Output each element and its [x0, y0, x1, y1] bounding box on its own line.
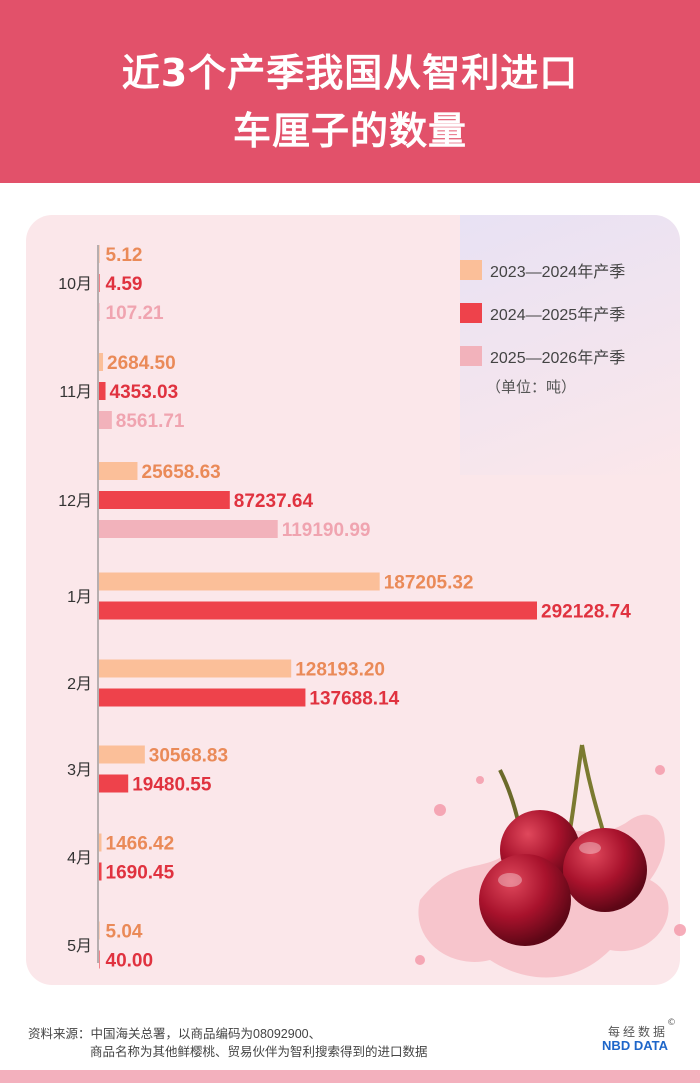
bar-10月-series-3 — [99, 303, 100, 321]
bar-10月-series-2 — [99, 274, 100, 292]
bar-1月-series-1 — [99, 572, 380, 591]
legend-item-2024-2025: 2024—2025年产季 — [460, 301, 625, 325]
value-label-11月-series-3: 8561.71 — [116, 411, 185, 432]
brand-logo-en: NBD DATA — [602, 1038, 668, 1053]
source-line1: 资料来源：中国海关总署，以商品编码为08092900、 — [28, 1027, 322, 1041]
page-title-line2: 车厘子的数量 — [232, 109, 467, 153]
bar-11月-series-2 — [99, 382, 106, 400]
legend-label-2024-2025: 2024—2025年产季 — [490, 307, 626, 324]
value-label-2月-series-2: 137688.14 — [309, 689, 399, 710]
bar-3月-series-2 — [99, 774, 129, 793]
legend-unit: （单位：吨） — [486, 379, 577, 396]
category-label-1月: 1月 — [67, 589, 92, 606]
bar-5月-series-1 — [99, 921, 100, 940]
value-label-4月-series-2: 1690.45 — [106, 863, 175, 884]
value-label-2月-series-1: 128193.20 — [295, 660, 385, 681]
bar-11月-series-3 — [99, 411, 112, 429]
category-label-3月: 3月 — [67, 762, 92, 779]
category-label-10月: 10月 — [58, 276, 92, 293]
legend-swatch-2023-2024 — [460, 260, 482, 280]
page-title-line1: 近3个产季我国从智利进口 — [121, 51, 579, 95]
value-label-1月-series-1: 187205.32 — [384, 573, 474, 594]
brand-name-cn: 每经数据 — [607, 1025, 668, 1039]
bar-10月-series-1 — [99, 245, 100, 263]
value-label-3月-series-1: 30568.83 — [149, 746, 228, 767]
legend-swatch-2024-2025 — [460, 303, 482, 323]
value-label-12月-series-2: 87237.64 — [234, 491, 314, 512]
bar-4月-series-1 — [99, 833, 102, 852]
header-banner: 近3个产季我国从智利进口 车厘子的数量 — [0, 0, 700, 183]
data-source-note: 资料来源：中国海关总署，以商品编码为08092900、 商品名称为其他鲜樱桃、贸… — [28, 1025, 548, 1061]
bar-2月-series-2 — [99, 688, 306, 707]
value-label-10月-series-2: 4.59 — [106, 274, 143, 295]
bar-4月-series-2 — [99, 862, 102, 881]
legend-label-2025-2026: 2025—2026年产季 — [490, 350, 626, 367]
category-label-12月: 12月 — [58, 493, 92, 510]
bar-12月-series-2 — [99, 491, 230, 509]
value-label-1月-series-2: 292128.74 — [541, 602, 631, 623]
bar-12月-series-3 — [99, 520, 278, 538]
panel-watermark — [460, 215, 680, 475]
category-label-2月: 2月 — [67, 676, 92, 693]
category-label-11月: 11月 — [59, 384, 92, 401]
bottom-stripe — [0, 1070, 700, 1083]
bar-1月-series-2 — [99, 601, 537, 620]
bar-3月-series-1 — [99, 745, 145, 764]
legend-item-2025-2026: 2025—2026年产季 — [460, 344, 625, 368]
bar-12月-series-1 — [99, 462, 138, 480]
cherry-splash-illustration — [415, 744, 686, 978]
value-label-5月-series-2: 40.00 — [106, 951, 154, 972]
value-label-11月-series-1: 2684.50 — [107, 353, 176, 374]
bar-11月-series-1 — [99, 353, 104, 371]
value-label-12月-series-3: 119190.99 — [282, 520, 371, 541]
category-label-5月: 5月 — [67, 938, 92, 955]
bar-2月-series-1 — [99, 659, 292, 678]
value-label-5月-series-1: 5.04 — [106, 922, 143, 943]
source-line2: 商品名称为其他鲜樱桃、贸易伙伴为智利搜索得到的进口数据 — [90, 1045, 428, 1059]
value-label-4月-series-1: 1466.42 — [106, 834, 175, 855]
value-label-10月-series-1: 5.12 — [106, 245, 143, 266]
bar-5月-series-2 — [99, 950, 100, 969]
value-label-11月-series-2: 4353.03 — [110, 382, 179, 403]
value-label-3月-series-2: 19480.55 — [132, 775, 212, 796]
category-label-4月: 4月 — [67, 850, 92, 867]
legend-item-2023-2024: 2023—2024年产季 — [460, 258, 625, 282]
value-label-10月-series-3: 107.21 — [106, 303, 165, 324]
legend-label-2023-2024: 2023—2024年产季 — [490, 264, 626, 281]
legend-swatch-2025-2026 — [460, 346, 482, 366]
copyright-mark: © — [667, 1018, 676, 1028]
value-label-12月-series-1: 25658.63 — [142, 462, 221, 483]
